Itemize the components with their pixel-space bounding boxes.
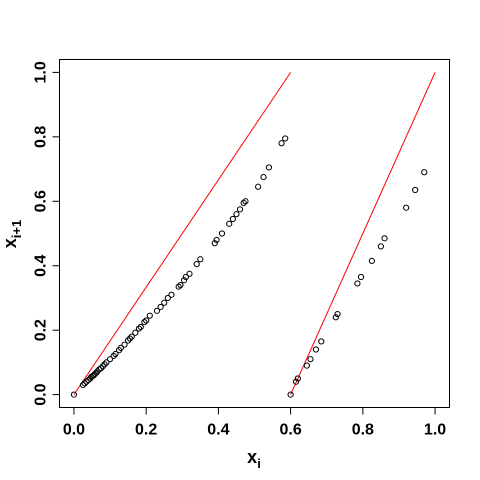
data-point <box>294 375 301 382</box>
data-point <box>137 323 144 331</box>
y-axis-title-main: x <box>0 238 20 248</box>
data-point <box>182 273 189 281</box>
data-point <box>193 261 200 268</box>
data-point <box>79 381 87 389</box>
data-point <box>255 183 262 190</box>
data-point <box>117 344 124 351</box>
y-tick-label: 0.0 <box>33 383 50 405</box>
data-point <box>332 314 339 321</box>
data-point <box>334 310 341 318</box>
data-point <box>141 319 148 326</box>
data-point <box>260 174 267 181</box>
data-point <box>128 333 135 340</box>
data-point <box>354 280 361 287</box>
data-layer <box>70 72 436 398</box>
data-point <box>180 277 188 284</box>
x-tick-label: 0.8 <box>352 422 374 439</box>
data-point <box>421 169 428 176</box>
data-point <box>197 256 204 263</box>
data-point <box>101 361 108 368</box>
data-point <box>126 335 134 342</box>
data-point <box>213 236 220 244</box>
data-point <box>146 312 153 319</box>
x-tick-label: 0.2 <box>135 422 157 439</box>
data-point <box>94 368 101 375</box>
x-tick-label: 0.6 <box>279 422 301 439</box>
data-point <box>143 317 150 324</box>
data-point <box>381 235 388 242</box>
data-point <box>135 325 143 332</box>
data-point <box>161 299 168 306</box>
data-point <box>229 215 236 223</box>
data-point <box>377 243 384 250</box>
data-point <box>278 140 285 147</box>
data-point <box>403 204 410 211</box>
x-tick-label: 0.4 <box>207 422 229 439</box>
data-point <box>110 352 117 360</box>
data-point <box>70 391 78 398</box>
data-point <box>125 337 132 344</box>
data-point <box>175 283 182 290</box>
reference-line-1 <box>73 72 292 395</box>
reference-line-2 <box>290 72 436 395</box>
y-tick-label: 0.2 <box>33 319 50 341</box>
data-point <box>357 273 365 281</box>
x-axis-title-main: x <box>247 447 257 467</box>
x-tick-label: 1.0 <box>424 422 446 439</box>
data-point <box>226 220 233 227</box>
y-tick-label: 0.8 <box>33 126 50 148</box>
data-point <box>282 135 289 142</box>
data-point <box>132 329 139 336</box>
data-point <box>103 359 110 366</box>
data-point <box>83 378 90 385</box>
data-point <box>106 356 114 363</box>
data-point <box>218 230 226 237</box>
data-point <box>236 206 244 213</box>
y-axis: 0.0 0.2 0.4 0.6 0.8 1.0 <box>33 61 60 406</box>
y-axis-title: xi+1 <box>0 220 24 248</box>
data-point <box>265 164 273 171</box>
data-point <box>157 303 164 311</box>
y-axis-title-subscript: i+1 <box>9 220 24 238</box>
data-point <box>81 380 88 387</box>
data-point <box>318 338 325 345</box>
y-tick-label: 1.0 <box>33 61 50 83</box>
x-axis: 0.0 0.2 0.4 0.6 0.8 1.0 <box>63 407 446 439</box>
x-axis-title-subscript: i <box>257 456 261 471</box>
data-point <box>99 363 106 370</box>
x-axis-title: xi <box>247 447 261 471</box>
data-point <box>242 198 249 205</box>
data-point <box>312 346 319 353</box>
data-point <box>368 257 375 264</box>
data-point <box>233 211 240 218</box>
data-point <box>292 378 300 385</box>
data-point <box>112 350 119 358</box>
data-point <box>177 281 184 289</box>
data-point <box>412 186 419 194</box>
data-point <box>168 291 175 298</box>
data-point <box>121 341 128 348</box>
data-point <box>307 356 314 363</box>
data-point <box>211 240 218 247</box>
data-point <box>97 365 105 372</box>
y-tick-label: 0.4 <box>33 255 50 277</box>
data-point <box>240 199 247 206</box>
x-tick-label: 0.0 <box>63 422 85 439</box>
y-tick-label: 0.6 <box>33 190 50 212</box>
data-point <box>164 294 171 302</box>
data-point <box>153 307 161 314</box>
data-point <box>186 270 193 277</box>
data-point <box>287 391 294 398</box>
data-point <box>303 362 310 369</box>
